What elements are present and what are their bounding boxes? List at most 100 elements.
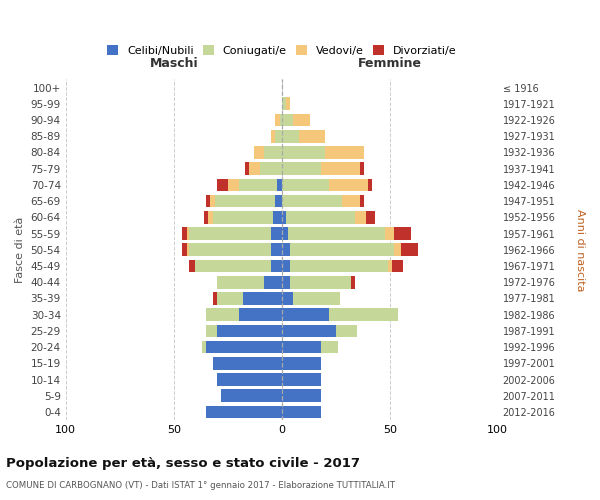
Bar bbox=[189, 228, 271, 240]
Bar bbox=[282, 162, 320, 175]
Bar bbox=[290, 260, 388, 272]
Bar bbox=[329, 178, 368, 192]
Bar bbox=[282, 228, 288, 240]
Bar bbox=[239, 308, 282, 321]
Bar bbox=[189, 260, 196, 272]
Bar bbox=[275, 114, 280, 126]
Bar bbox=[211, 195, 215, 207]
Bar bbox=[212, 292, 217, 305]
Y-axis label: Anni di nascita: Anni di nascita bbox=[575, 208, 585, 291]
Bar bbox=[282, 390, 320, 402]
Bar bbox=[208, 211, 212, 224]
Bar bbox=[288, 228, 385, 240]
Bar bbox=[293, 114, 310, 126]
Bar bbox=[282, 178, 329, 192]
Bar bbox=[206, 341, 282, 353]
Bar bbox=[282, 195, 342, 207]
Bar bbox=[275, 195, 282, 207]
Bar bbox=[282, 98, 286, 110]
Text: Femmine: Femmine bbox=[358, 57, 422, 70]
Bar bbox=[293, 292, 340, 305]
Bar bbox=[217, 276, 265, 288]
Bar bbox=[206, 406, 282, 418]
Bar bbox=[282, 211, 286, 224]
Bar bbox=[320, 341, 338, 353]
Bar bbox=[401, 244, 418, 256]
Bar bbox=[271, 228, 282, 240]
Bar bbox=[282, 260, 290, 272]
Bar bbox=[282, 308, 329, 321]
Bar bbox=[366, 211, 374, 224]
Bar bbox=[282, 406, 320, 418]
Bar bbox=[215, 195, 275, 207]
Bar bbox=[290, 276, 351, 288]
Bar bbox=[359, 162, 364, 175]
Bar bbox=[282, 276, 290, 288]
Bar bbox=[286, 98, 290, 110]
Text: Maschi: Maschi bbox=[149, 57, 198, 70]
Bar bbox=[277, 178, 282, 192]
Bar bbox=[282, 374, 320, 386]
Bar bbox=[282, 341, 320, 353]
Bar bbox=[260, 162, 282, 175]
Bar bbox=[280, 114, 282, 126]
Bar bbox=[182, 228, 187, 240]
Bar bbox=[394, 228, 412, 240]
Bar bbox=[182, 244, 187, 256]
Bar bbox=[392, 260, 403, 272]
Bar bbox=[320, 162, 359, 175]
Bar bbox=[282, 357, 320, 370]
Bar bbox=[202, 341, 206, 353]
Legend: Celibi/Nubili, Coniugati/e, Vedovi/e, Divorziati/e: Celibi/Nubili, Coniugati/e, Vedovi/e, Di… bbox=[103, 41, 461, 60]
Bar bbox=[206, 308, 239, 321]
Bar bbox=[351, 276, 355, 288]
Bar bbox=[359, 195, 364, 207]
Bar bbox=[275, 130, 282, 142]
Bar bbox=[217, 292, 243, 305]
Bar bbox=[329, 308, 398, 321]
Bar bbox=[394, 244, 401, 256]
Bar bbox=[271, 130, 275, 142]
Bar bbox=[290, 244, 394, 256]
Bar bbox=[368, 178, 373, 192]
Bar bbox=[245, 162, 250, 175]
Bar bbox=[217, 374, 282, 386]
Bar bbox=[282, 324, 336, 337]
Bar bbox=[282, 244, 290, 256]
Bar bbox=[250, 162, 260, 175]
Bar bbox=[221, 390, 282, 402]
Bar bbox=[189, 244, 271, 256]
Bar bbox=[355, 211, 366, 224]
Bar bbox=[228, 178, 239, 192]
Bar bbox=[385, 228, 394, 240]
Bar bbox=[217, 178, 228, 192]
Bar bbox=[217, 324, 282, 337]
Bar bbox=[254, 146, 265, 159]
Bar bbox=[196, 260, 271, 272]
Bar bbox=[286, 211, 355, 224]
Bar bbox=[212, 357, 282, 370]
Bar bbox=[282, 114, 293, 126]
Y-axis label: Fasce di età: Fasce di età bbox=[15, 216, 25, 283]
Bar bbox=[271, 244, 282, 256]
Bar bbox=[206, 195, 211, 207]
Bar bbox=[187, 244, 189, 256]
Bar bbox=[282, 130, 299, 142]
Bar bbox=[273, 211, 282, 224]
Text: COMUNE DI CARBOGNANO (VT) - Dati ISTAT 1° gennaio 2017 - Elaborazione TUTTITALIA: COMUNE DI CARBOGNANO (VT) - Dati ISTAT 1… bbox=[6, 480, 395, 490]
Bar bbox=[282, 292, 293, 305]
Bar bbox=[265, 146, 282, 159]
Bar bbox=[243, 292, 282, 305]
Bar bbox=[271, 260, 282, 272]
Bar bbox=[388, 260, 392, 272]
Text: Popolazione per età, sesso e stato civile - 2017: Popolazione per età, sesso e stato civil… bbox=[6, 458, 360, 470]
Bar bbox=[265, 276, 282, 288]
Bar bbox=[299, 130, 325, 142]
Bar bbox=[187, 228, 189, 240]
Bar bbox=[342, 195, 359, 207]
Bar bbox=[204, 211, 208, 224]
Bar bbox=[325, 146, 364, 159]
Bar bbox=[212, 211, 273, 224]
Bar bbox=[336, 324, 358, 337]
Bar bbox=[239, 178, 277, 192]
